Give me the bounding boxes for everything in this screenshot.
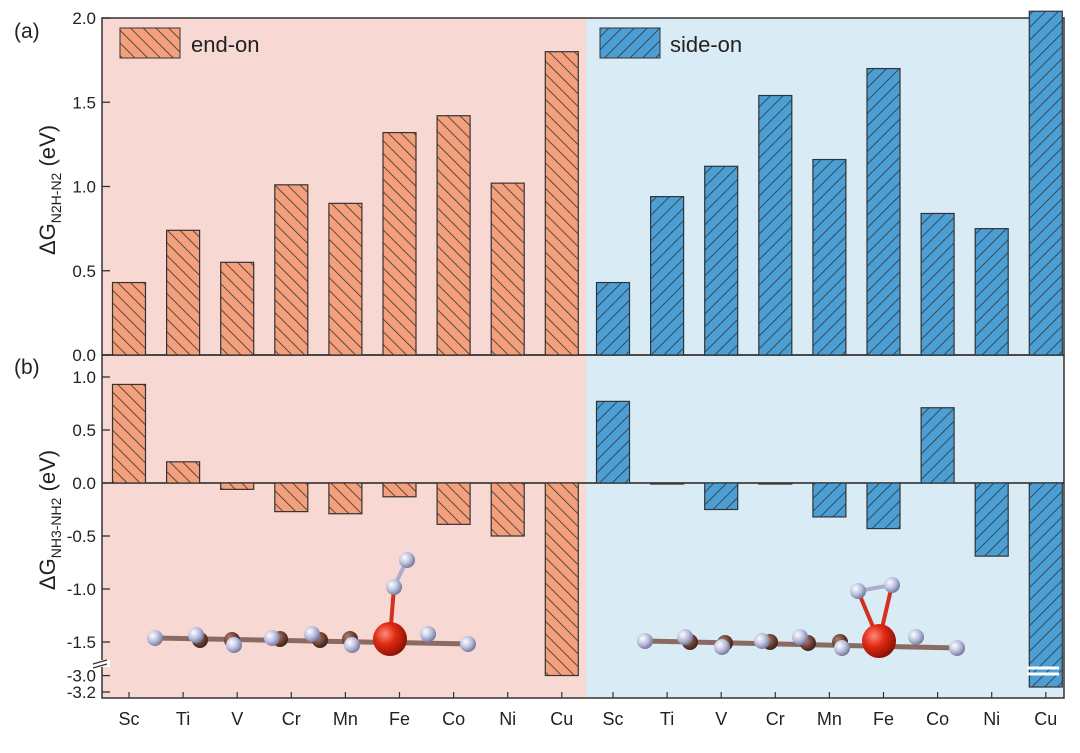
bar-a-side-on-sc [595,281,631,356]
panel-b-y-tick-label: -3.2 [67,683,96,702]
panel-a-y-tick-label: 1.0 [72,178,96,197]
panel-b-y-axis-label: ΔGNH3-NH2 (eV) [35,450,64,590]
x-tick-label-ti: Ti [660,709,674,729]
bar-b-side-on-cr [758,482,793,485]
panel-a-y-tick-label: 0.0 [72,346,96,365]
bar-a-side-on-fe [866,67,901,356]
bar-b-end-on-cr [274,482,309,513]
panel-a-label: (a) [14,20,40,43]
bar-a-end-on-cr [274,184,309,356]
bar-a-side-on-co [920,212,955,356]
x-tick-label-sc: Sc [602,709,623,729]
legend-end-on-swatch [119,27,181,59]
bar-a-side-on-cu [1028,10,1063,356]
legend-side-on-label: side-on [670,32,742,57]
bar-b-side-on-sc [595,400,631,484]
bar-a-end-on-v [220,261,255,356]
x-tick-label-ni: Ni [499,709,516,729]
x-tick-label-v: V [715,709,727,729]
panel-b-y-tick-label: 1.0 [72,368,96,387]
axis-break-marker [92,659,110,669]
side-on-molecule-icon [637,577,965,658]
bar-a-end-on-ni [490,182,525,356]
bar-b-side-on-fe [866,482,901,530]
panel-b-y-tick-label: -1.0 [67,580,96,599]
bar-b-side-on-co [920,407,955,484]
panel-b-frame [101,354,1065,699]
bar-a-side-on-cr [758,94,793,356]
x-tick-label-co: Co [442,709,465,729]
bar-b-end-on-v [220,482,255,490]
end-on-region-background [102,18,586,698]
bar-b-side-on-cu [1028,482,1063,688]
bar-b-side-on-ti [649,482,685,485]
bar-b-end-on-cu [544,482,579,677]
bar-a-end-on-mn [328,202,363,356]
bar-a-end-on-sc [111,281,147,356]
legend-side-on-swatch [599,27,661,59]
bar-a-end-on-ti [166,229,201,356]
x-tick-label-fe: Fe [873,709,894,729]
bar-b-end-on-fe [382,482,417,498]
x-tick-label-cu: Cu [1034,709,1057,729]
panel-a-y-axis-label: ΔGN2H-N2 (eV) [35,125,64,255]
x-tick-label-cu: Cu [550,709,573,729]
bar-a-end-on-cu [544,51,579,356]
bar-b-end-on-co [436,482,471,525]
x-tick-label-mn: Mn [333,709,358,729]
x-tick-label-cr: Cr [766,709,785,729]
bar-b-end-on-mn [328,482,363,515]
bar-a-side-on-v [704,165,739,356]
legend-end-on-label: end-on [191,32,260,57]
bar-b-side-on-v [704,482,739,511]
x-tick-label-mn: Mn [817,709,842,729]
bar-b-side-on-ni [974,482,1009,557]
x-tick-label-fe: Fe [389,709,410,729]
panel-b-y-tick-label: -0.5 [67,527,96,546]
panel-a-y-tick-label: 1.5 [72,93,96,112]
panel-b-y-tick-label: -3.0 [67,667,96,686]
end-on-molecule-icon [147,552,476,656]
bar-a-side-on-ni [974,228,1009,356]
panel-b-y-tick-label: -1.5 [67,633,96,652]
panel-b-label: (b) [14,356,40,379]
x-tick-label-co: Co [926,709,949,729]
panel-b-y-tick-label: 0.5 [72,421,96,440]
x-tick-label-sc: Sc [118,709,139,729]
bar-b-end-on-sc [111,383,147,484]
x-tick-label-v: V [231,709,243,729]
bar-a-side-on-mn [812,158,847,356]
bar-break-marker [1027,666,1059,676]
bar-b-end-on-ni [490,482,525,537]
panel-a-y-tick-label: 2.0 [72,9,96,28]
panel-a-y-tick-label: 0.5 [72,262,96,281]
bar-a-end-on-fe [382,131,417,356]
x-tick-label-ti: Ti [176,709,190,729]
x-tick-label-ni: Ni [983,709,1000,729]
bar-b-end-on-ti [166,461,201,484]
x-tick-label-cr: Cr [282,709,301,729]
bar-b-side-on-mn [812,482,847,518]
bar-a-end-on-co [436,115,471,356]
side-on-region-background [586,18,1064,698]
bar-a-side-on-ti [649,196,685,356]
panel-b-y-tick-label: 0.0 [72,474,96,493]
